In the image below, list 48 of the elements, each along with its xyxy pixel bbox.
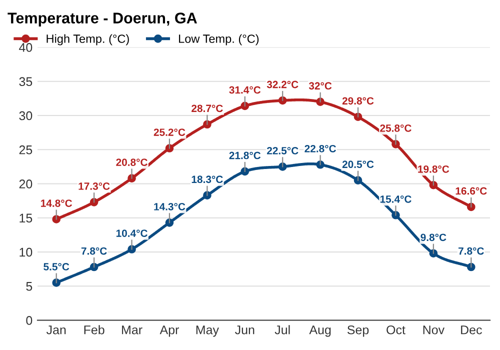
data-label: 32.2°C bbox=[266, 80, 298, 88]
x-tick-label: Sep bbox=[347, 325, 369, 337]
data-label: 22.8°C bbox=[304, 144, 336, 152]
x-tick-label: Feb bbox=[84, 325, 104, 334]
y-tick-label: 5 bbox=[26, 282, 32, 291]
data-label: 19.8°C bbox=[418, 165, 450, 173]
x-tick-label: Aug bbox=[309, 326, 331, 337]
x-tick-label: Nov bbox=[423, 326, 445, 334]
y-tick-label: 35 bbox=[19, 77, 32, 86]
data-label: 25.2°C bbox=[154, 128, 186, 136]
data-label: 31.4°C bbox=[229, 86, 261, 94]
data-label: 18.3°C bbox=[192, 176, 223, 184]
y-tick-label: 20 bbox=[19, 180, 32, 188]
y-tick-label: 0 bbox=[26, 316, 32, 325]
x-tick-label: Jun bbox=[235, 326, 254, 334]
y-tick-label: 40 bbox=[19, 43, 32, 52]
data-label: 5.5°C bbox=[44, 263, 70, 270]
data-label: 10.4°C bbox=[116, 230, 148, 237]
data-label: 14.8°C bbox=[41, 200, 72, 207]
data-label: 28.7°C bbox=[192, 104, 223, 112]
x-tick-label: Oct bbox=[386, 325, 406, 334]
y-tick-label: 10 bbox=[20, 248, 32, 257]
data-label: 7.8°C bbox=[458, 247, 484, 255]
x-tick-label: Jul bbox=[274, 325, 290, 334]
data-label: 32°C bbox=[308, 82, 332, 90]
data-label: 17.3°C bbox=[78, 182, 110, 190]
data-label: 9.8°C bbox=[420, 234, 446, 242]
data-label: 20.8°C bbox=[116, 158, 148, 166]
y-tick-label: 30 bbox=[19, 111, 32, 120]
x-tick-label: May bbox=[196, 326, 219, 337]
x-tick-label: Mar bbox=[122, 326, 142, 334]
x-tick-label: Dec bbox=[461, 326, 482, 334]
legend-label: Low Temp. (°C) bbox=[179, 34, 259, 46]
x-tick-label: Apr bbox=[160, 326, 179, 337]
legend-label: High Temp. (°C) bbox=[46, 34, 129, 46]
data-label: 29.8°C bbox=[342, 97, 374, 105]
y-tick-label: 15 bbox=[20, 214, 32, 223]
data-label: 7.8°C bbox=[81, 247, 107, 255]
data-label: 25.8°C bbox=[380, 124, 412, 132]
y-tick-label: 25 bbox=[19, 145, 32, 154]
data-label: 14.3°C bbox=[154, 202, 186, 210]
data-label: 15.4°C bbox=[380, 195, 412, 203]
x-tick-label: Jan bbox=[46, 326, 66, 334]
chart-title: Temperature - Doerun, GA bbox=[8, 12, 197, 26]
data-label: 16.6°C bbox=[456, 187, 487, 195]
data-label: 20.5°C bbox=[342, 160, 374, 168]
data-label: 21.8°C bbox=[229, 152, 261, 160]
data-label: 22.5°C bbox=[266, 147, 298, 154]
